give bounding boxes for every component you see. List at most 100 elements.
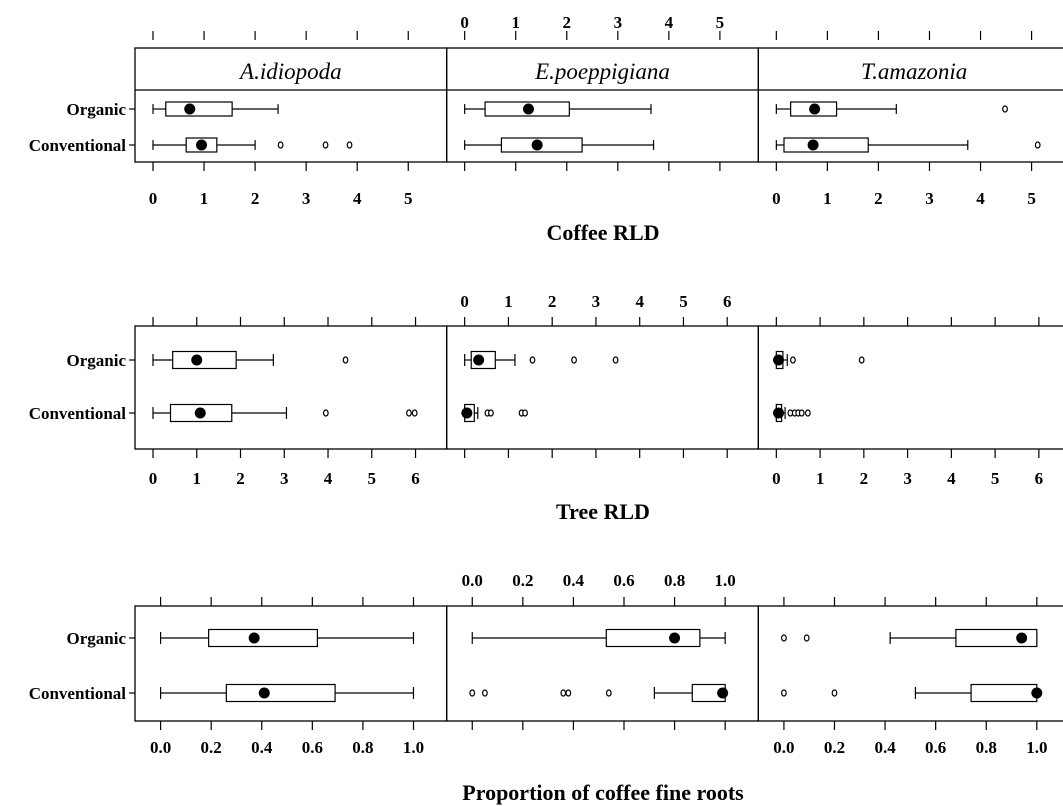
group-label-organic: Organic <box>67 629 127 648</box>
box-e-poeppigiana-conventional-outlier <box>605 689 612 697</box>
box-e-poeppigiana-conventional-outlier <box>481 689 488 697</box>
box-t-amazonia-conventional-median-dot <box>773 407 785 419</box>
tick-label: 2 <box>874 189 883 208</box>
panel-frame <box>134 605 448 722</box>
tick-label: 0.2 <box>201 738 222 757</box>
box-a-idiopoda-conventional-outlier <box>346 141 353 149</box>
tick-label: 0 <box>460 292 469 311</box>
box-t-amazonia-organic-outlier <box>790 356 796 364</box>
panel-frame <box>757 605 1063 722</box>
tick-label: 3 <box>903 469 912 488</box>
tick-label: 3 <box>592 292 601 311</box>
panel-frame <box>134 325 448 450</box>
box-a-idiopoda-conventional <box>152 403 418 423</box>
box-a-idiopoda-conventional-median-dot <box>258 687 270 699</box>
box-t-amazonia-organic-median-dot <box>773 354 785 366</box>
box-e-poeppigiana-conventional-outlier <box>560 689 567 697</box>
tick-label: 5 <box>368 469 377 488</box>
box-a-idiopoda-organic <box>152 350 349 370</box>
tick-label: 2 <box>563 13 572 32</box>
box-a-idiopoda-organic <box>159 628 415 648</box>
tick-label: 0.8 <box>664 571 685 590</box>
tick-label: 0.8 <box>976 738 997 757</box>
box-t-amazonia-conventional-iqr-box <box>970 683 1038 703</box>
tick-label: 1 <box>823 189 832 208</box>
tick-label: 4 <box>353 189 362 208</box>
tick-label: 6 <box>411 469 420 488</box>
box-t-amazonia-organic-median-dot <box>1016 632 1028 644</box>
tick-label: 0.0 <box>773 738 794 757</box>
tick-label: 1 <box>504 292 513 311</box>
tick-label: 2 <box>860 469 869 488</box>
box-a-idiopoda-conventional <box>159 683 415 703</box>
box-t-amazonia-conventional-outlier <box>1034 141 1041 149</box>
tick-label: 4 <box>947 469 956 488</box>
box-e-poeppigiana-organic-outlier <box>571 356 577 364</box>
box-t-amazonia-organic-median-dot <box>809 103 821 115</box>
box-t-amazonia-conventional-outlier <box>798 409 805 417</box>
box-a-idiopoda-organic-iqr-box <box>172 350 237 370</box>
tick-label: 0.2 <box>824 738 845 757</box>
box-t-amazonia-organic <box>781 628 1038 648</box>
tick-label: 0 <box>772 189 781 208</box>
tick-label: 0 <box>149 189 158 208</box>
box-t-amazonia-conventional-iqr-box <box>783 137 869 153</box>
box-a-idiopoda-conventional-outlier <box>322 409 329 417</box>
box-t-amazonia-organic-iqr-box <box>955 628 1038 648</box>
box-e-poeppigiana-conventional-median-dot <box>531 139 543 151</box>
box-a-idiopoda-conventional-outlier <box>406 409 412 417</box>
tick-label: 0.0 <box>150 738 171 757</box>
box-a-idiopoda-organic-median-dot <box>248 632 260 644</box>
box-t-amazonia-conventional-median-dot <box>1031 687 1043 699</box>
tick-label: 5 <box>404 189 413 208</box>
box-a-idiopoda-conventional-iqr-box <box>225 683 336 703</box>
tick-label: 0.2 <box>512 571 533 590</box>
box-e-poeppigiana-conventional-median-dot <box>717 687 729 699</box>
box-t-amazonia-organic-outlier <box>803 634 810 642</box>
tick-label: 1.0 <box>1026 738 1047 757</box>
box-t-amazonia-organic <box>775 101 1008 117</box>
tick-label: 5 <box>1027 189 1036 208</box>
box-a-idiopoda-conventional-outlier <box>411 409 418 417</box>
strip-label-t-amazonia: T.amazonia <box>861 59 967 84</box>
box-a-idiopoda-conventional <box>152 137 353 153</box>
panel-frame <box>446 605 759 722</box>
tick-label: 5 <box>679 292 688 311</box>
box-t-amazonia-conventional-outlier <box>804 409 811 417</box>
tick-label: 3 <box>302 189 311 208</box>
box-e-poeppigiana-organic-iqr-box <box>605 628 701 648</box>
box-e-poeppigiana-organic <box>471 628 726 648</box>
tick-label: 0 <box>772 469 781 488</box>
box-e-poeppigiana-conventional <box>461 403 528 423</box>
box-a-idiopoda-organic <box>152 101 279 117</box>
tick-label: 0.6 <box>302 738 323 757</box>
tick-label: 1 <box>200 189 209 208</box>
tick-label: 2 <box>548 292 557 311</box>
tick-label: 5 <box>991 469 1000 488</box>
box-a-idiopoda-conventional-outlier <box>322 141 329 149</box>
panel-frame <box>757 325 1063 450</box>
tick-label: 0.6 <box>925 738 946 757</box>
tick-label: 0.0 <box>462 571 483 590</box>
box-e-poeppigiana-conventional-outlier <box>565 689 572 697</box>
tick-label: 6 <box>1035 469 1044 488</box>
tick-label: 3 <box>280 469 289 488</box>
box-t-amazonia-conventional-outlier <box>831 689 838 697</box>
strip-label-a-idiopoda: A.idiopoda <box>238 59 342 84</box>
box-e-poeppigiana-organic-outlier <box>529 356 536 364</box>
tick-label: 4 <box>976 189 985 208</box>
tick-label: 4 <box>635 292 644 311</box>
box-a-idiopoda-organic-iqr-box <box>208 628 318 648</box>
box-t-amazonia-organic-outlier <box>781 634 787 642</box>
strip-label-e-poeppigiana: E.poeppigiana <box>534 59 670 84</box>
tick-label: 4 <box>324 469 333 488</box>
panel-frame <box>446 325 759 450</box>
box-e-poeppigiana-organic-median-dot <box>473 354 485 366</box>
box-t-amazonia-conventional <box>773 403 811 423</box>
group-label-conventional: Conventional <box>29 404 127 423</box>
tick-label: 1.0 <box>403 738 424 757</box>
box-e-poeppigiana-organic <box>464 350 619 370</box>
box-a-idiopoda-organic-iqr-box <box>165 101 233 117</box>
box-t-amazonia-conventional-outlier <box>781 689 787 697</box>
